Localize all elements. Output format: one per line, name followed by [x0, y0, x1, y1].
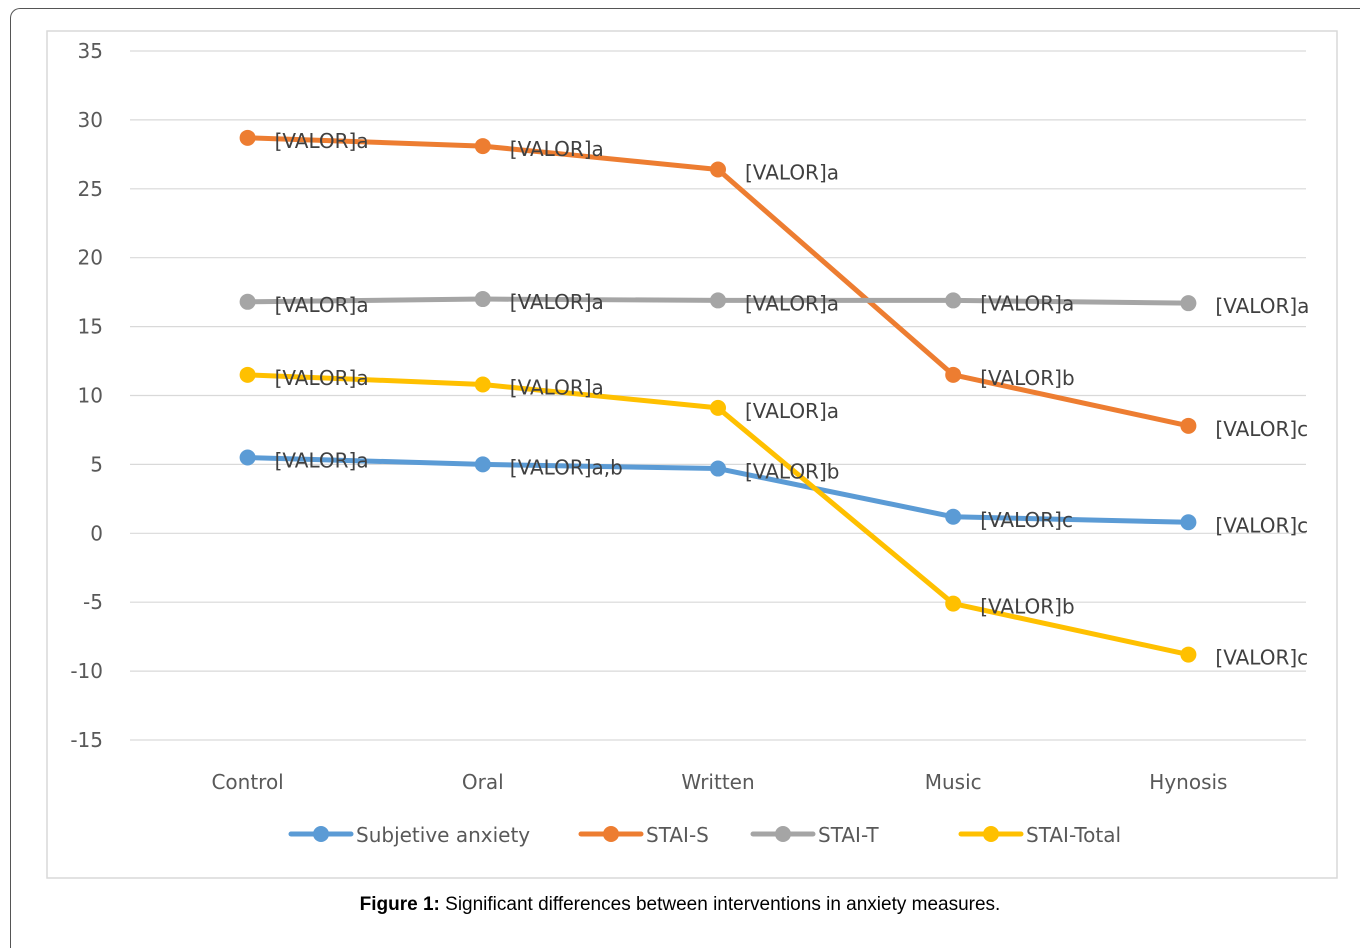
- data-point: [1180, 295, 1197, 312]
- series-lines: [239, 129, 1197, 663]
- y-tick-label: 15: [78, 315, 103, 339]
- legend-marker: [775, 826, 791, 842]
- data-point: [239, 129, 256, 146]
- data-label: [VALOR]b: [745, 460, 839, 484]
- data-point: [710, 161, 726, 178]
- legend-label: Subjetive anxiety: [356, 823, 530, 847]
- data-label: [VALOR]a: [510, 137, 604, 161]
- legend-marker: [983, 826, 999, 842]
- y-tick-label: 25: [78, 177, 103, 201]
- data-label: [VALOR]a: [275, 129, 369, 153]
- data-point: [239, 449, 256, 466]
- data-label: [VALOR]c: [980, 508, 1073, 532]
- legend-label: STAI-T: [818, 823, 879, 847]
- y-tick-label: 0: [90, 521, 103, 545]
- data-labels: [VALOR]a [VALOR]a,b [VALOR]b [VALOR]c [VALOR…: [275, 129, 1310, 670]
- data-label: [VALOR]a: [980, 291, 1074, 315]
- x-tick-label: Control: [211, 770, 283, 794]
- x-tick-label: Oral: [462, 770, 504, 794]
- gridlines: [130, 50, 1306, 741]
- data-label: [VALOR]a: [275, 293, 369, 317]
- x-axis-tick-labels: Control Oral Written Music Hynosis: [211, 770, 1227, 794]
- legend-label: STAI-S: [646, 823, 709, 847]
- data-label: [VALOR]c: [1215, 417, 1308, 441]
- y-axis-tick-labels: 35 30 25 20 15 10 5 0 -5 -10 -15: [70, 39, 103, 752]
- data-label: [VALOR]a: [745, 399, 839, 423]
- figure-caption-text: Significant differences between interven…: [445, 894, 1001, 915]
- data-point: [1180, 417, 1197, 434]
- data-label: [VALOR]b: [980, 595, 1074, 619]
- data-point: [239, 366, 256, 383]
- y-tick-label: -15: [70, 728, 103, 752]
- x-tick-label: Written: [681, 770, 754, 794]
- figure-caption: Figure 1: Significant differences betwee…: [0, 894, 1360, 916]
- y-tick-label: 30: [78, 108, 103, 132]
- data-point: [1180, 646, 1197, 663]
- y-tick-label: 35: [78, 39, 103, 63]
- y-tick-label: 10: [78, 384, 103, 408]
- legend-marker: [313, 826, 329, 842]
- data-point: [945, 366, 962, 383]
- data-point: [239, 293, 256, 310]
- data-point: [474, 291, 491, 308]
- data-point: [710, 292, 726, 309]
- legend-label: STAI-Total: [1026, 823, 1121, 847]
- data-label: [VALOR]a,b: [510, 455, 623, 479]
- data-label: [VALOR]a: [510, 290, 604, 314]
- data-label: [VALOR]a: [275, 449, 369, 473]
- y-tick-label: 20: [78, 246, 103, 270]
- chart-area-border: [46, 30, 1338, 879]
- data-label: [VALOR]a: [745, 161, 839, 185]
- data-label: [VALOR]a: [275, 366, 369, 390]
- data-label: [VALOR]a: [510, 375, 604, 399]
- data-point: [474, 138, 491, 155]
- data-label: [VALOR]c: [1215, 646, 1308, 670]
- data-label: [VALOR]b: [980, 366, 1074, 390]
- page-border: [10, 8, 1360, 948]
- data-point: [710, 460, 726, 477]
- data-point: [474, 376, 491, 393]
- x-tick-label: Hynosis: [1149, 770, 1227, 794]
- data-point: [945, 508, 962, 525]
- data-label: [VALOR]a: [1215, 294, 1309, 318]
- y-tick-label: 5: [90, 452, 103, 476]
- line-chart: 35 30 25 20 15 10 5 0 -5 -10 -15 Control Oral Writte…: [46, 30, 1338, 879]
- x-tick-label: Music: [925, 770, 982, 794]
- data-point: [710, 399, 726, 416]
- y-tick-label: -10: [70, 659, 103, 683]
- figure-caption-label: Figure 1:: [359, 894, 440, 915]
- data-point: [474, 456, 491, 473]
- data-label: [VALOR]a: [745, 291, 839, 315]
- data-label: [VALOR]c: [1215, 513, 1308, 537]
- data-point: [1180, 514, 1197, 531]
- legend: Subjetive anxiety STAI-S STAI-T STAI-Total: [288, 823, 1121, 847]
- y-tick-label: -5: [83, 590, 103, 614]
- legend-marker: [603, 826, 619, 842]
- data-point: [945, 595, 962, 612]
- data-point: [945, 292, 962, 309]
